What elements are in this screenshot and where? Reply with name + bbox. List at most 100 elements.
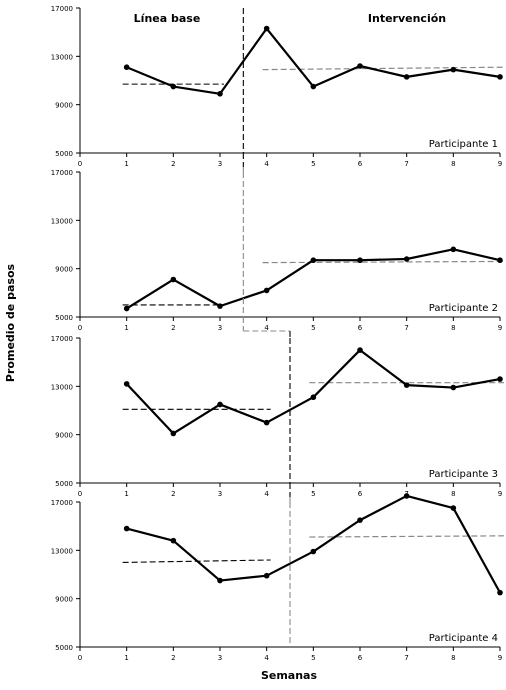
data-point	[403, 493, 410, 499]
x-tick-label: 8	[451, 654, 455, 662]
data-point	[263, 419, 270, 426]
panel-4: 5000 9000 13000 17000 0 1 2 3 4 5 6 7 8 9 Participante…	[51, 493, 505, 662]
x-tick-label: 9	[498, 654, 502, 662]
x-tick-label: 4	[264, 160, 269, 168]
data-point	[310, 548, 317, 555]
x-tick-label: 6	[358, 324, 363, 332]
intervention-trend-line	[262, 260, 505, 264]
y-tick-label: 9000	[55, 432, 73, 440]
phase-label-intervention: Intervención	[368, 12, 446, 25]
series-line	[126, 494, 501, 594]
data-point	[263, 287, 270, 294]
panel-3: 5000900013000170000123456789Participante…	[51, 335, 504, 498]
x-tick-label: 0	[78, 654, 82, 662]
intervention-trend-line	[309, 535, 505, 538]
data-point	[450, 384, 457, 391]
data-point	[497, 74, 503, 80]
panel-title: Participante 3	[429, 469, 498, 480]
x-tick-label: 5	[311, 654, 315, 662]
data-point	[123, 381, 130, 387]
y-tick-label: 17000	[51, 169, 73, 177]
y-tick-label: 5000	[55, 644, 73, 652]
y-tick-label: 17000	[51, 5, 73, 13]
y-axis-label: Promedio de pasos	[4, 263, 17, 382]
data-point	[123, 64, 130, 71]
x-tick-label: 2	[171, 490, 175, 498]
intervention-trend-line	[262, 66, 505, 71]
panel-1: 5000 9000 13000 17000 0 1 2 3 4 5 6 7 8 9 Participante…	[51, 5, 505, 168]
x-tick-label: 8	[451, 490, 455, 498]
data-point	[310, 257, 317, 264]
x-tick-label: 5	[311, 324, 315, 332]
phase-change-line	[242, 8, 291, 647]
data-point	[217, 90, 223, 97]
x-tick-label: 7	[404, 160, 408, 168]
x-axis-label: Semanas	[261, 669, 318, 682]
data-point	[217, 401, 223, 408]
x-tick-label: 3	[218, 490, 222, 498]
data-point	[357, 347, 363, 353]
x-tick-label: 4	[264, 324, 269, 332]
x-tick-label: 8	[451, 160, 455, 168]
data-point	[357, 517, 363, 523]
y-tick-label: 9000	[55, 266, 73, 274]
y-tick-label: 5000	[55, 150, 73, 158]
data-point	[497, 376, 503, 382]
y-tick-label: 13000	[51, 547, 73, 555]
panel-2: 5000 9000 13000 17000 0 1 2 3 4 5 6 7 8 9 Participante…	[51, 169, 505, 332]
chart-panels: 5000 9000 13000 17000 0 1 2 3 4 5 6 7 8 9 Participante…	[51, 5, 505, 662]
data-point	[310, 394, 317, 401]
y-tick-label: 5000	[55, 480, 73, 488]
x-tick-label: 1	[124, 324, 128, 332]
y-tick-label: 5000	[55, 314, 73, 322]
data-point	[357, 63, 363, 69]
panel-title: Participante 1	[429, 139, 498, 150]
x-tick-label: 6	[358, 490, 363, 498]
x-tick-label: 0	[78, 160, 82, 168]
x-tick-label: 1	[124, 654, 128, 662]
x-tick-label: 2	[171, 324, 175, 332]
data-point	[450, 505, 457, 511]
x-tick-label: 4	[264, 654, 269, 662]
x-tick-label: 3	[218, 324, 222, 332]
x-tick-label: 1	[124, 490, 128, 498]
x-tick-label: 9	[498, 490, 502, 498]
y-tick-label: 9000	[55, 102, 73, 110]
y-tick-label: 9000	[55, 596, 73, 604]
data-point	[263, 572, 270, 579]
x-tick-label: 3	[218, 160, 222, 168]
data-point	[497, 589, 503, 596]
data-point	[403, 256, 410, 262]
series-line	[125, 348, 501, 435]
data-point	[403, 382, 410, 388]
panel-title: Participante 2	[429, 303, 498, 314]
data-point	[217, 303, 223, 309]
y-tick-label: 13000	[51, 383, 73, 391]
panel-title: Participante 4	[429, 633, 498, 644]
x-tick-label: 6	[358, 654, 363, 662]
data-point	[170, 83, 177, 90]
x-tick-label: 4	[264, 490, 269, 498]
x-tick-label: 3	[218, 654, 222, 662]
data-point	[450, 66, 457, 73]
data-point	[450, 246, 457, 253]
data-point	[263, 25, 270, 32]
data-point	[357, 257, 363, 264]
x-tick-label: 8	[451, 324, 455, 332]
x-tick-label: 2	[171, 160, 175, 168]
x-tick-label: 9	[498, 160, 502, 168]
x-tick-label: 9	[498, 324, 502, 332]
data-point	[217, 577, 223, 584]
y-tick-label: 13000	[51, 217, 73, 225]
y-tick-label: 13000	[51, 53, 73, 61]
x-tick-label: 7	[404, 654, 408, 662]
data-point	[497, 257, 503, 264]
x-tick-label: 7	[404, 324, 408, 332]
data-point	[170, 430, 177, 437]
y-tick-label: 17000	[51, 499, 73, 507]
data-point	[123, 525, 130, 532]
data-point	[170, 276, 177, 283]
x-tick-label: 6	[358, 160, 363, 168]
